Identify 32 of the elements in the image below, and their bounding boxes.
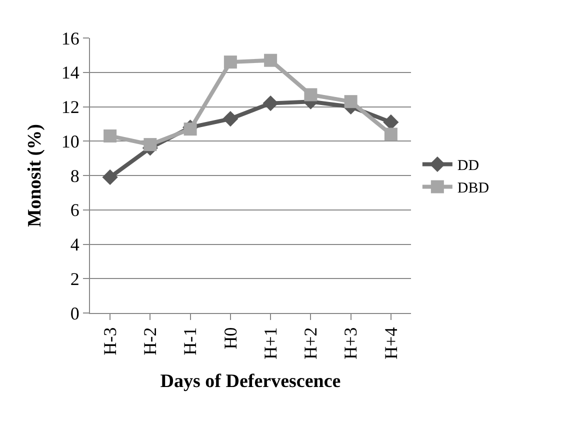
point [264, 54, 278, 67]
point [262, 96, 278, 112]
y-tick-label: 2 [70, 268, 80, 289]
point [102, 169, 118, 186]
x-tick-label: H+2 [300, 327, 321, 360]
point [222, 110, 238, 127]
x-tick-label: H-3 [100, 327, 120, 356]
y-tick-label: 8 [70, 166, 80, 186]
x-tick-label: H+1 [260, 327, 280, 360]
y-tick-label: 12 [61, 97, 80, 118]
y-tick-label: 16 [61, 28, 80, 48]
x-tick-label: H+4 [380, 327, 401, 360]
y-axis-title: Monosit (%) [24, 124, 46, 227]
y-tick-label: 14 [61, 62, 80, 83]
x-tick-label: H-2 [140, 327, 160, 356]
y-tick-label: 6 [70, 200, 80, 220]
y-tick-label: 0 [70, 303, 80, 324]
legend-label: DBD [457, 180, 490, 197]
point [184, 122, 197, 136]
point [384, 128, 398, 141]
point [224, 56, 237, 69]
y-tick-label: 10 [61, 131, 80, 152]
y-tick-label: 4 [70, 234, 80, 255]
x-tick-label: H0 [220, 327, 240, 350]
point [104, 129, 117, 142]
legend-label: DD [457, 158, 480, 174]
x-tick-label: H+3 [340, 327, 361, 360]
point [344, 95, 358, 108]
x-tick-label: H-1 [180, 327, 200, 356]
x-axis-title: Days of Defervescence [160, 371, 341, 392]
point [144, 138, 157, 152]
point [304, 88, 318, 102]
